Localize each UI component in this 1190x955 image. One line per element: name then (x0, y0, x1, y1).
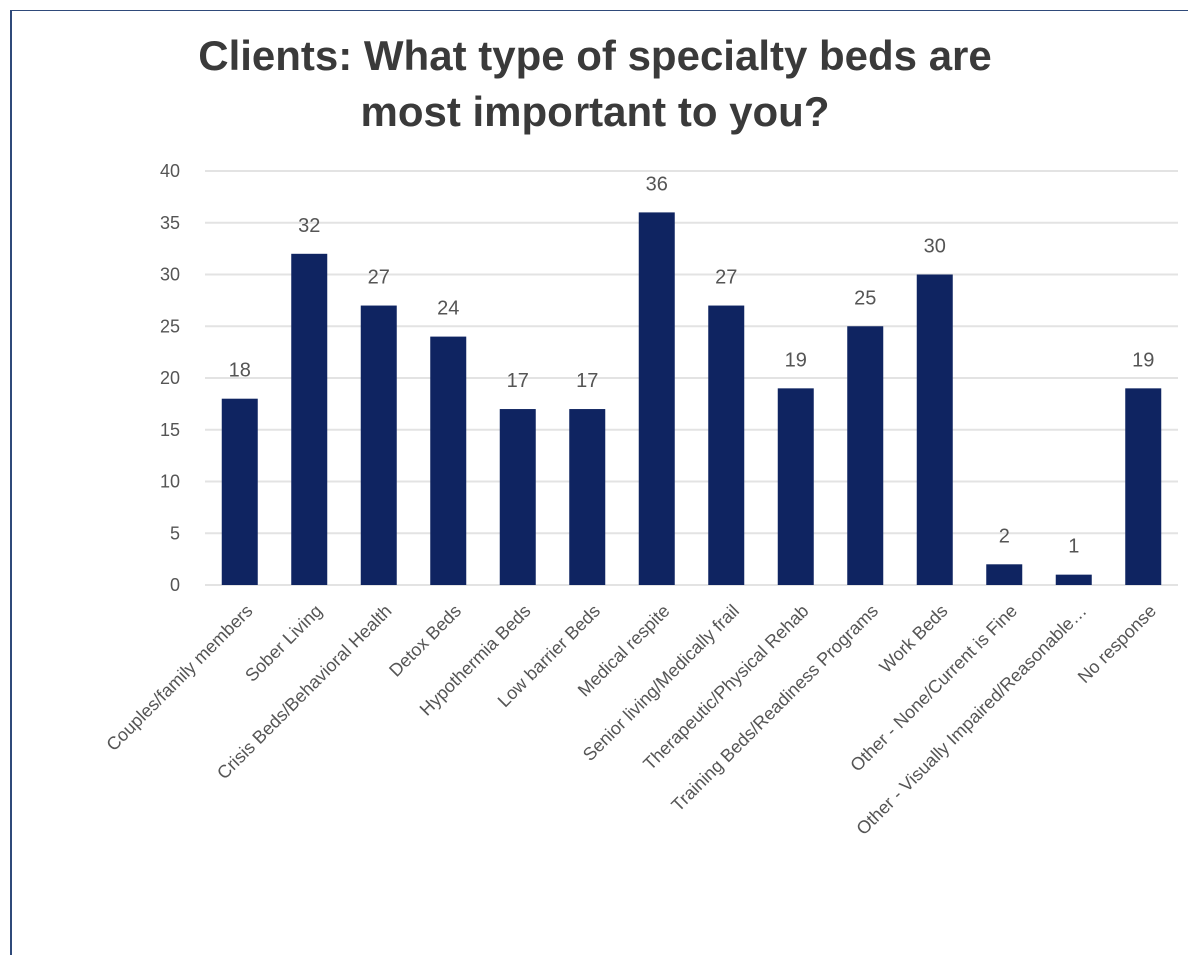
y-tick-label: 35 (160, 213, 180, 233)
y-tick-label: 15 (160, 420, 180, 440)
bar (221, 398, 258, 585)
data-label: 30 (924, 236, 946, 258)
y-tick-label: 25 (160, 316, 180, 336)
bar (708, 305, 745, 585)
y-axis-ticks: 0 5 10 15 20 25 30 35 40 (160, 161, 180, 595)
data-label: 1 (1068, 536, 1079, 558)
data-label: 27 (715, 267, 737, 289)
y-tick-label: 40 (160, 161, 180, 181)
data-label: 2 (999, 525, 1010, 547)
chart-title-line-2: most important to you? (360, 88, 830, 135)
y-tick-label: 10 (160, 472, 180, 492)
bar (986, 564, 1023, 585)
y-tick-label: 30 (160, 265, 180, 285)
bar (569, 409, 606, 585)
data-label: 32 (298, 215, 320, 237)
bar (777, 388, 814, 585)
data-label: 17 (507, 370, 529, 392)
data-label: 18 (229, 360, 251, 382)
data-label: 19 (785, 349, 807, 371)
chart-title: Clients: What type of specialty beds are… (0, 28, 1190, 140)
data-label: 25 (854, 287, 876, 309)
bar (360, 305, 397, 585)
x-tick-label: Work Beds (875, 601, 951, 677)
bars (221, 212, 1162, 586)
data-label: 27 (368, 267, 390, 289)
data-labels: 18 32 27 24 17 17 36 27 19 25 30 2 1 19 (229, 173, 1155, 557)
bar (1055, 574, 1092, 585)
y-tick-label: 20 (160, 368, 180, 388)
y-tick-label: 0 (170, 575, 180, 595)
data-label: 17 (576, 370, 598, 392)
x-tick-label: Couples/family members (102, 601, 256, 755)
bar (638, 212, 675, 585)
bar (499, 409, 536, 585)
gridlines (205, 170, 1178, 586)
bar (291, 253, 328, 586)
data-label: 19 (1132, 349, 1154, 371)
y-tick-label: 5 (170, 523, 180, 543)
data-label: 36 (646, 173, 668, 195)
chart-title-line-1: Clients: What type of specialty beds are (198, 32, 992, 79)
bar (1125, 388, 1162, 585)
bar (916, 274, 953, 585)
bar (430, 336, 467, 585)
data-label: 24 (437, 298, 459, 320)
bar (847, 326, 884, 585)
